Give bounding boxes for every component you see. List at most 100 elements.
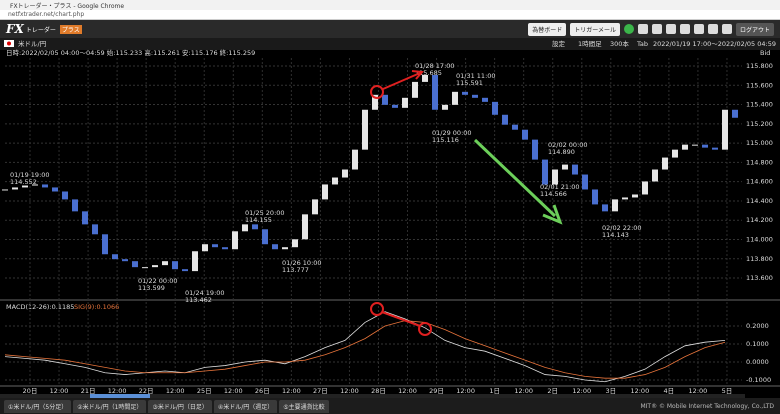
candle xyxy=(172,261,178,270)
highlight-arrowhead xyxy=(411,70,425,80)
annotation-price: 115.116 xyxy=(432,136,459,144)
y-tick-label: 115.800 xyxy=(746,62,773,70)
y-tick-label: 114.800 xyxy=(746,158,773,166)
candle xyxy=(332,177,338,185)
macd-line xyxy=(4,311,726,383)
settings-icon[interactable] xyxy=(707,24,718,34)
candle xyxy=(662,157,668,170)
y-tick-label: -0.1000 xyxy=(746,376,771,384)
trend-arrowhead xyxy=(542,204,563,225)
logo-badge: プラス xyxy=(59,24,82,34)
candle xyxy=(602,204,608,212)
x-tick-label: 25日 xyxy=(197,387,212,395)
candle xyxy=(372,94,378,110)
scroll-thumb[interactable] xyxy=(90,394,150,398)
candle xyxy=(382,94,388,105)
highlight-circle xyxy=(370,85,384,99)
trigger-mail-button[interactable]: トリガーメール xyxy=(570,22,620,36)
candle xyxy=(62,191,68,200)
candle xyxy=(412,81,418,98)
y-tick-label: 113.600 xyxy=(746,274,773,282)
annotation-time: 01/31 11:00 xyxy=(456,72,496,80)
y-tick-label: 114.400 xyxy=(746,197,773,205)
annotation-time: 02/02 00:00 xyxy=(548,141,588,149)
candle xyxy=(282,247,288,250)
annotation-time: 02/01 21:00 xyxy=(540,183,580,191)
candle xyxy=(682,144,688,150)
count-control[interactable]: 300本 xyxy=(610,39,629,48)
candle xyxy=(92,224,98,235)
candle xyxy=(592,189,598,205)
candle xyxy=(472,94,478,98)
candle xyxy=(452,91,458,105)
layout-icon[interactable] xyxy=(665,24,676,34)
annotation-price: 115.685 xyxy=(415,69,442,77)
candle xyxy=(162,261,168,266)
toolbar: FX トレーダー プラス 為替ボード トリガーメール ログアウト xyxy=(0,20,780,38)
y-tick-label: 0.2000 xyxy=(746,322,769,330)
annotation-time: 02/02 22:00 xyxy=(602,224,642,232)
annotation-price: 114.890 xyxy=(548,148,575,156)
print-icon[interactable] xyxy=(693,24,704,34)
tab-control[interactable]: Tab xyxy=(636,40,648,48)
tab[interactable]: ④米ドル/円（週足） xyxy=(213,399,278,413)
candle xyxy=(72,199,78,212)
logout-button[interactable]: ログアウト xyxy=(735,22,774,36)
y-tick-label: 115.000 xyxy=(746,139,773,147)
y-tick-label: 113.800 xyxy=(746,255,773,263)
scrollbar[interactable] xyxy=(0,394,745,398)
highlight-line xyxy=(381,311,421,327)
layout-icon[interactable] xyxy=(637,24,648,34)
y-tick-label: 114.200 xyxy=(746,216,773,224)
annotation-time: 01/28 17:00 xyxy=(415,62,455,70)
address-bar[interactable]: netfxtrader.net/chart.php xyxy=(0,10,780,20)
candle xyxy=(42,184,48,188)
tab[interactable]: ③米ドル/円（日足） xyxy=(148,399,212,413)
candle xyxy=(12,187,18,190)
annotation-time: 01/19 19:00 xyxy=(10,171,50,179)
candle xyxy=(122,259,128,262)
x-tick-label: 26日 xyxy=(255,387,270,395)
annotation-time: 01/29 00:00 xyxy=(432,129,472,137)
rate-board-button[interactable]: 為替ボード xyxy=(528,22,567,36)
highlight-line xyxy=(382,72,421,90)
candle xyxy=(192,251,198,272)
candle xyxy=(82,211,88,225)
line-icon[interactable] xyxy=(623,24,634,34)
candle xyxy=(562,164,568,170)
candle xyxy=(432,74,438,110)
candle xyxy=(112,254,118,260)
tab[interactable]: ⑤主要通貨比較 xyxy=(279,399,329,413)
interval-control[interactable]: 1時間足 xyxy=(578,40,602,48)
highlight-circle xyxy=(370,302,384,316)
settings-control[interactable]: 設定 xyxy=(552,39,566,48)
x-tick-label: 12:00 xyxy=(224,387,243,395)
candle xyxy=(612,199,618,212)
candle xyxy=(482,97,488,102)
layout-icon[interactable] xyxy=(679,24,690,34)
candle xyxy=(242,224,248,232)
candle xyxy=(542,159,548,185)
logo: FX xyxy=(6,22,24,36)
chart: 米ドル/円 設定 1時間足 300本 Tab 2022/01/19 17:00～… xyxy=(0,38,780,398)
annotation-price: 113.462 xyxy=(185,296,212,304)
ohlc-info: 日時:2022/02/05 04:00～04:59 始:115.233 高:11… xyxy=(6,48,255,57)
tab[interactable]: ①米ドル/円（5分足） xyxy=(4,399,72,413)
tab[interactable]: ②米ドル/円（1時間足） xyxy=(73,399,147,413)
signal-label: SIG(9):0.1066 xyxy=(74,303,119,311)
x-tick-label: 2日 xyxy=(547,387,558,395)
candle xyxy=(152,265,158,268)
annotation-price: 115.591 xyxy=(456,79,483,87)
macd-line xyxy=(4,320,726,379)
x-tick-label: 22日 xyxy=(139,387,154,395)
x-tick-label: 12:00 xyxy=(50,387,69,395)
layout-icon[interactable] xyxy=(651,24,662,34)
x-tick-label: 3日 xyxy=(605,387,616,395)
candle xyxy=(622,197,628,200)
candle xyxy=(422,74,428,82)
date-range: 2022/01/19 17:00～2022/02/05 04:59 xyxy=(653,40,776,48)
annotation-price: 114.552 xyxy=(10,178,37,186)
candle xyxy=(492,101,498,115)
help-icon[interactable] xyxy=(721,24,732,34)
